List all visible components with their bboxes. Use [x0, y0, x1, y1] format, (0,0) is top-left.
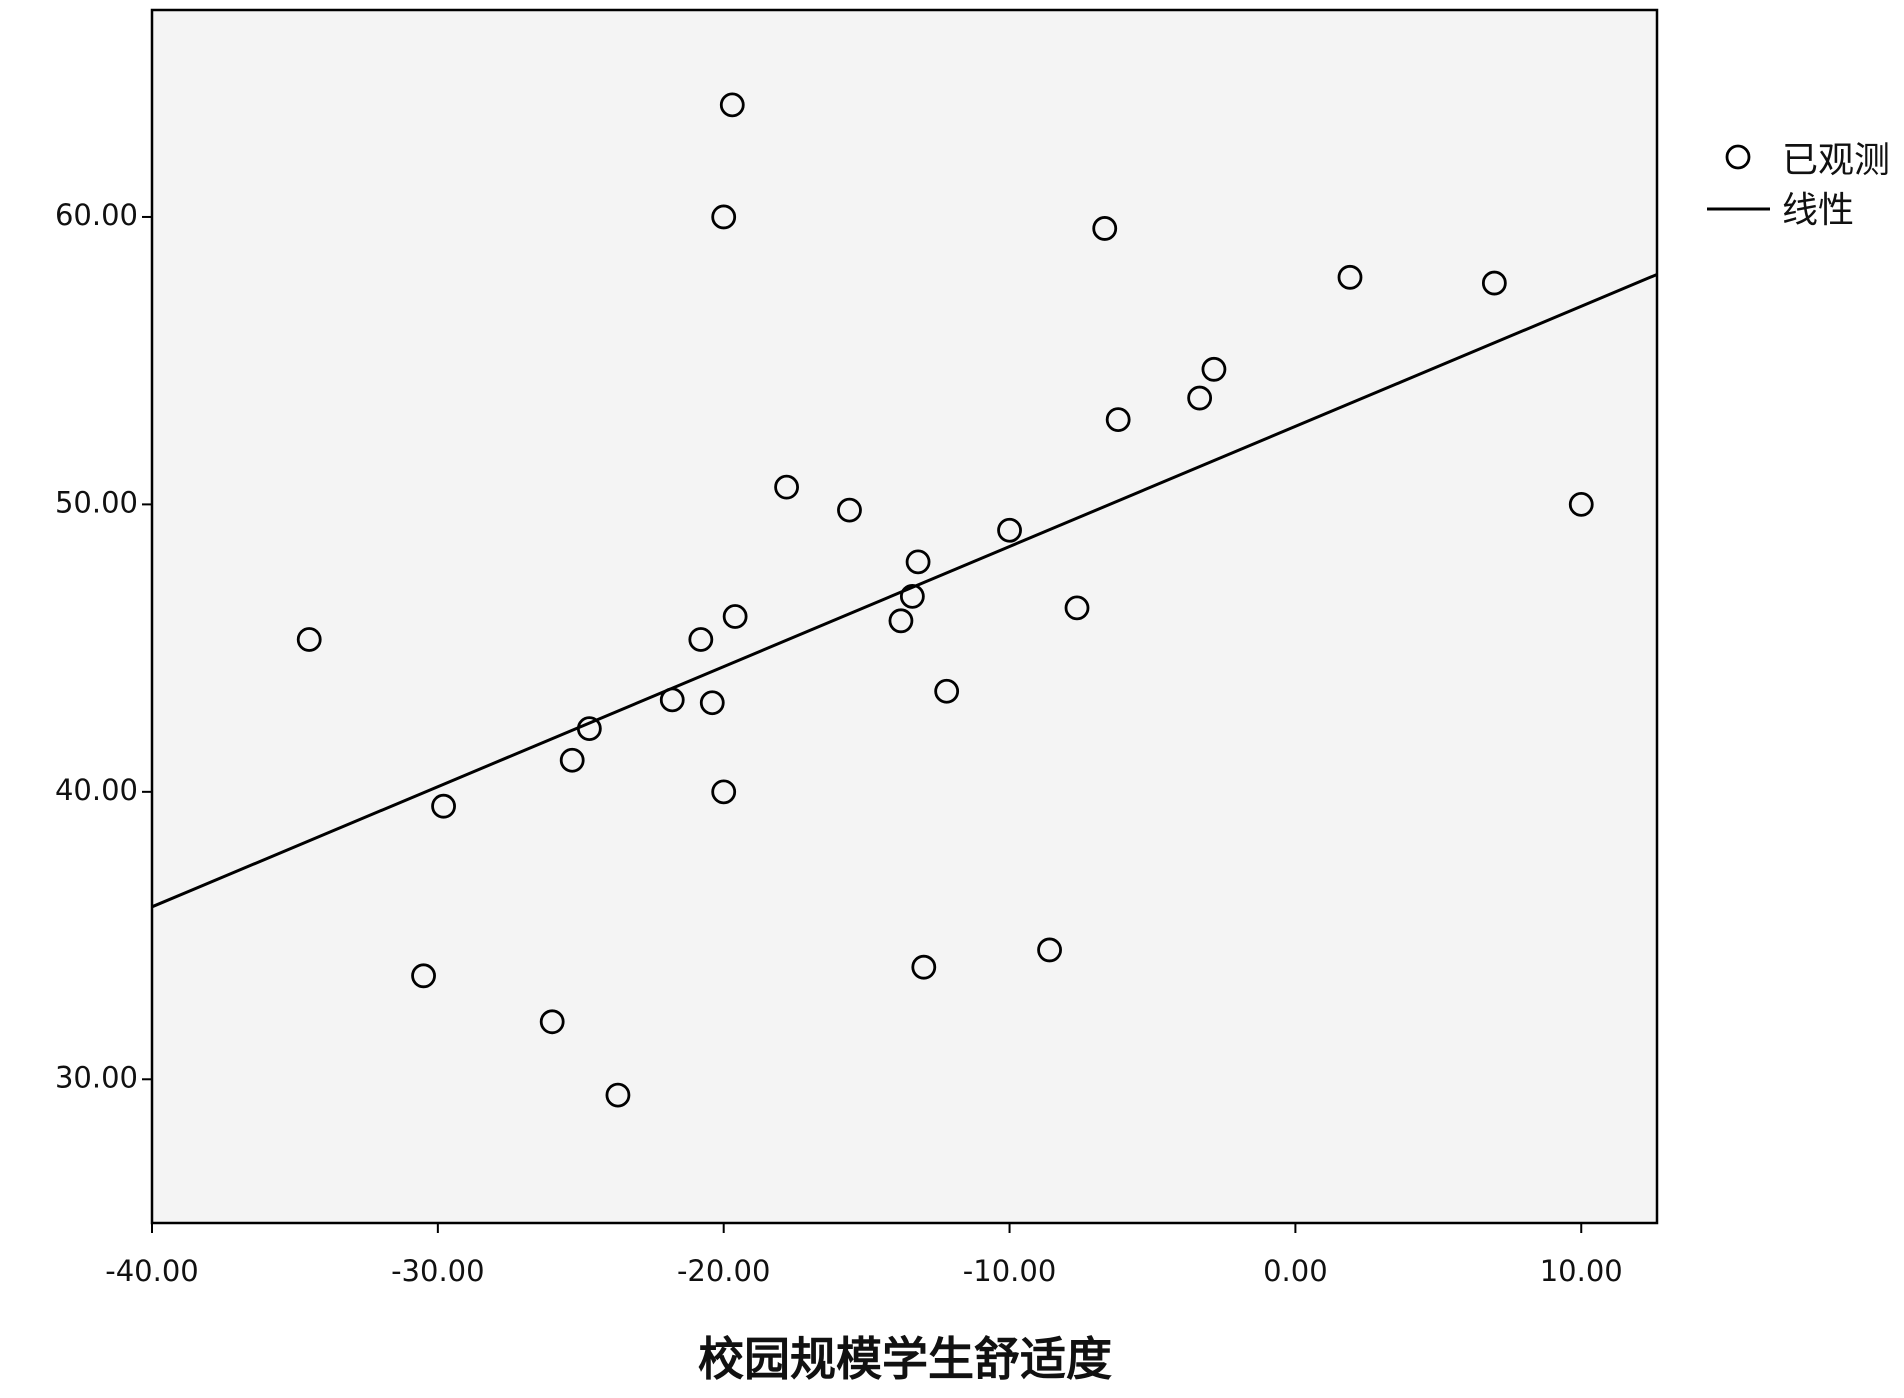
- point: [722, 604, 748, 629]
- point: [719, 92, 745, 118]
- point: [1201, 356, 1227, 382]
- x-tick-label: -30.00: [391, 1254, 485, 1288]
- point: [997, 517, 1022, 543]
- point: [431, 793, 456, 819]
- point: [559, 747, 585, 773]
- fit-line: [151, 273, 1658, 909]
- point: [1337, 264, 1363, 290]
- point: [1481, 270, 1507, 296]
- point: [888, 608, 914, 634]
- point: [688, 627, 714, 652]
- y-tick-label: 60.00: [55, 198, 138, 232]
- point: [1064, 595, 1090, 621]
- point: [699, 690, 725, 716]
- y-tick-label: 30.00: [55, 1060, 138, 1094]
- point: [934, 678, 960, 704]
- legend-label: 已观测: [1782, 140, 1890, 181]
- y-tick-label: 50.00: [55, 485, 138, 519]
- point: [296, 627, 322, 652]
- point: [605, 1082, 631, 1108]
- legend-label: 线性: [1782, 190, 1854, 231]
- point: [774, 474, 799, 500]
- point: [1105, 407, 1131, 433]
- point: [837, 497, 862, 523]
- point: [905, 549, 931, 575]
- point: [711, 204, 737, 230]
- x-tick-label: -10.00: [963, 1254, 1057, 1288]
- point: [1568, 491, 1594, 517]
- x-tick-label: 10.00: [1540, 1254, 1623, 1288]
- point: [711, 779, 737, 805]
- y-tick-label: 40.00: [55, 773, 138, 807]
- legend-marker: [1725, 144, 1751, 170]
- point: [411, 963, 436, 989]
- point: [539, 1009, 565, 1035]
- point: [899, 583, 925, 609]
- plot-area: [150, 8, 1659, 1225]
- point: [1187, 385, 1213, 411]
- point: [1037, 937, 1062, 963]
- x-tick-label: 0.00: [1263, 1254, 1328, 1288]
- point: [1092, 216, 1118, 241]
- x-tick-label: -20.00: [677, 1254, 771, 1288]
- x-tick-label: -40.00: [105, 1254, 199, 1288]
- x-axis-label: 校园规模学生舒适度: [698, 1332, 1112, 1386]
- point: [911, 954, 937, 980]
